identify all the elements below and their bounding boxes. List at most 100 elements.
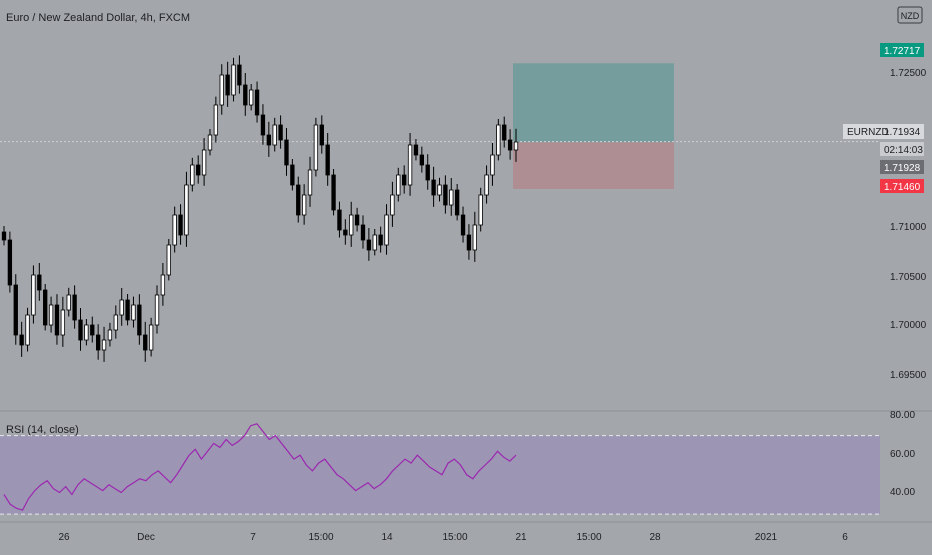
currency-badge[interactable]: NZD: [901, 11, 920, 21]
candle[interactable]: [278, 124, 283, 141]
loss-zone[interactable]: [513, 142, 674, 189]
candle[interactable]: [72, 294, 77, 321]
candle[interactable]: [390, 194, 395, 216]
candle[interactable]: [272, 124, 277, 146]
candle[interactable]: [425, 164, 430, 181]
candle[interactable]: [296, 184, 301, 216]
candle[interactable]: [496, 124, 501, 156]
candle[interactable]: [325, 144, 330, 176]
candle[interactable]: [13, 284, 18, 336]
candles-group[interactable]: [1, 55, 519, 362]
candle[interactable]: [7, 239, 13, 286]
candle[interactable]: [301, 194, 307, 216]
candle[interactable]: [319, 124, 324, 146]
candle[interactable]: [137, 304, 142, 336]
candle[interactable]: [201, 149, 207, 176]
candle[interactable]: [84, 324, 89, 341]
candle[interactable]: [78, 319, 83, 341]
candle[interactable]: [37, 274, 42, 291]
candle[interactable]: [360, 224, 366, 241]
price-scale[interactable]: 1.72500 1.71000 1.70500 1.70000 1.69500: [890, 68, 927, 381]
candle[interactable]: [43, 289, 48, 326]
candle[interactable]: [419, 154, 425, 166]
candle[interactable]: [196, 164, 201, 176]
currency-badge-box[interactable]: [897, 6, 923, 24]
candle[interactable]: [454, 189, 460, 216]
candle[interactable]: [101, 339, 107, 351]
rsi-line[interactable]: [3, 423, 517, 511]
candle[interactable]: [490, 154, 495, 176]
candle[interactable]: [154, 294, 160, 326]
candle[interactable]: [25, 314, 30, 346]
candle[interactable]: [207, 134, 213, 151]
profit-zone[interactable]: [513, 63, 674, 143]
candle[interactable]: [331, 174, 336, 211]
candle[interactable]: [172, 214, 177, 246]
candle[interactable]: [396, 174, 401, 196]
candle[interactable]: [213, 104, 219, 136]
candle[interactable]: [113, 314, 118, 331]
rsi-tick-40: 40.00: [890, 487, 915, 498]
candle[interactable]: [449, 189, 454, 206]
candle[interactable]: [513, 141, 519, 151]
candle[interactable]: [166, 244, 171, 276]
candle[interactable]: [366, 239, 372, 251]
candle[interactable]: [148, 324, 154, 351]
candle[interactable]: [349, 214, 354, 236]
candle[interactable]: [19, 334, 24, 346]
candle[interactable]: [337, 209, 342, 231]
candle[interactable]: [190, 164, 195, 186]
candle[interactable]: [249, 89, 254, 106]
candle[interactable]: [60, 309, 66, 336]
candle[interactable]: [472, 224, 477, 251]
candle[interactable]: [243, 84, 248, 106]
candle[interactable]: [402, 174, 407, 186]
candle[interactable]: [66, 294, 71, 311]
candle[interactable]: [466, 234, 472, 251]
candle[interactable]: [143, 334, 148, 351]
candle[interactable]: [48, 304, 54, 326]
candle[interactable]: [290, 164, 295, 186]
candle[interactable]: [231, 64, 236, 96]
candle[interactable]: [313, 124, 319, 171]
rsi-band-fill: [0, 435, 880, 515]
candle[interactable]: [343, 229, 348, 236]
candle[interactable]: [378, 234, 383, 246]
candle[interactable]: [266, 134, 271, 146]
candle[interactable]: [484, 174, 489, 196]
candle[interactable]: [131, 304, 136, 321]
time-axis[interactable]: 26 Dec 7 15:00 14 15:00 21 15:00 28 2021…: [58, 532, 848, 543]
candle[interactable]: [219, 74, 224, 106]
candle[interactable]: [502, 124, 507, 141]
candle[interactable]: [478, 194, 483, 226]
candle[interactable]: [225, 74, 230, 96]
candle[interactable]: [1, 231, 7, 241]
candle[interactable]: [95, 334, 101, 351]
candle[interactable]: [237, 64, 242, 86]
candle[interactable]: [354, 214, 360, 226]
candle[interactable]: [54, 304, 60, 336]
candle[interactable]: [307, 169, 313, 196]
candle[interactable]: [119, 299, 124, 316]
candle[interactable]: [178, 214, 183, 236]
candle[interactable]: [125, 299, 130, 321]
candle[interactable]: [407, 144, 413, 186]
candle[interactable]: [372, 234, 377, 251]
candle[interactable]: [431, 179, 436, 196]
candle[interactable]: [260, 114, 266, 136]
candle[interactable]: [160, 274, 166, 296]
candle[interactable]: [460, 214, 466, 236]
candle[interactable]: [384, 214, 389, 246]
candle[interactable]: [437, 184, 442, 196]
candle[interactable]: [90, 324, 95, 336]
candle[interactable]: [254, 89, 260, 116]
candle[interactable]: [413, 144, 419, 156]
candle[interactable]: [507, 139, 513, 151]
candle[interactable]: [107, 329, 113, 341]
candle[interactable]: [31, 274, 36, 316]
candle[interactable]: [443, 184, 448, 206]
candle[interactable]: [184, 184, 189, 236]
candle[interactable]: [284, 139, 289, 166]
